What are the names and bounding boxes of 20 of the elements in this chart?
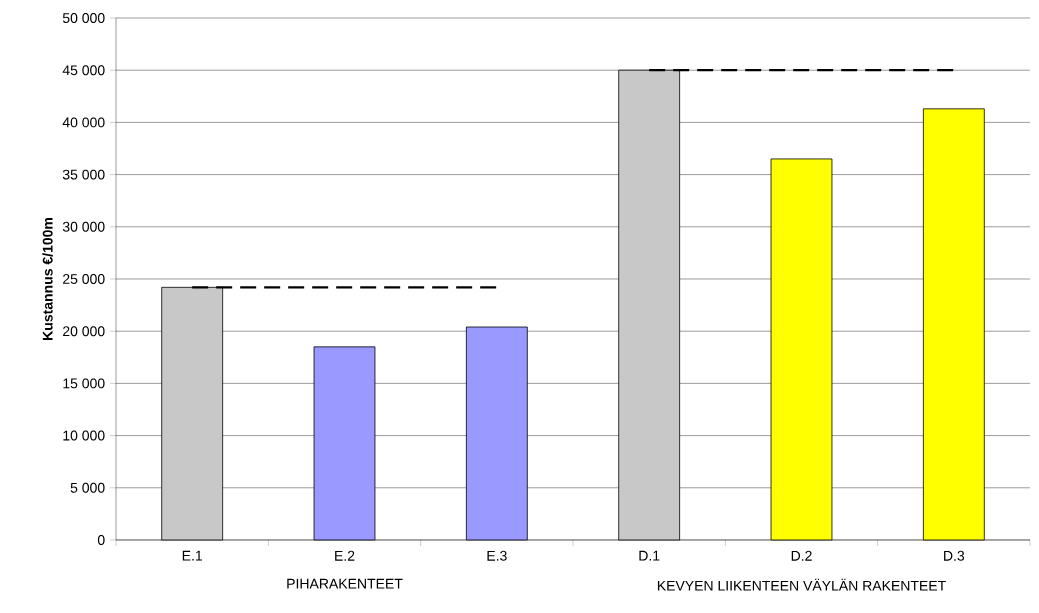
y-tick-label: 25 000	[63, 274, 105, 284]
x-tick-label: D.2	[791, 550, 812, 561]
y-axis-title: Kustannus €/100m	[42, 218, 53, 340]
x-tick-label: D.3	[944, 550, 965, 561]
x-tick-label: D.1	[639, 550, 660, 561]
y-tick-label: 10 000	[63, 430, 105, 441]
y-tick-label: 0	[97, 535, 105, 545]
y-tick-label: 45 000	[62, 65, 105, 76]
y-tick-label: 30 000	[62, 221, 105, 232]
text: KEVYEN LIIKENTEEN VÄYLÄN RAKENTEET	[657, 578, 946, 591]
text: PIHARAKENTEET	[287, 578, 403, 589]
y-tick-label: 50 000	[62, 13, 105, 23]
x-tick-label: E.3	[487, 550, 507, 561]
y-tick-label: 40 000	[62, 117, 105, 128]
x-tick-label: E.1	[182, 550, 202, 561]
y-tick-label: 20 000	[63, 326, 105, 337]
y-tick-label: 15 000	[63, 378, 105, 389]
y-tick-label: 35 000	[62, 169, 105, 180]
y-tick-label: 5 000	[70, 482, 105, 493]
x-tick-label: E.2	[335, 550, 355, 561]
